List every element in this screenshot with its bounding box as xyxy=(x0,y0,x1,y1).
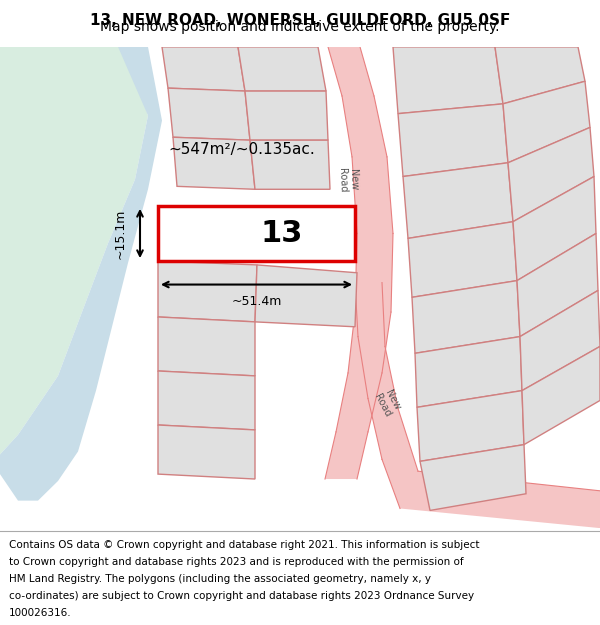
Polygon shape xyxy=(158,317,255,376)
Polygon shape xyxy=(158,206,355,261)
Text: 100026316.: 100026316. xyxy=(9,608,71,618)
Polygon shape xyxy=(255,265,357,327)
Text: ~15.1m: ~15.1m xyxy=(113,208,127,259)
Polygon shape xyxy=(412,281,520,353)
Polygon shape xyxy=(513,176,596,281)
Polygon shape xyxy=(520,291,600,391)
Polygon shape xyxy=(0,47,148,454)
Polygon shape xyxy=(522,346,600,444)
Text: New
Road: New Road xyxy=(337,167,359,192)
Polygon shape xyxy=(238,47,326,91)
Text: ~547m²/~0.135ac.: ~547m²/~0.135ac. xyxy=(168,141,315,156)
Polygon shape xyxy=(245,91,328,140)
Text: HM Land Registry. The polygons (including the associated geometry, namely x, y: HM Land Registry. The polygons (includin… xyxy=(9,574,431,584)
Text: 13, NEW ROAD, WONERSH, GUILDFORD, GU5 0SF: 13, NEW ROAD, WONERSH, GUILDFORD, GU5 0S… xyxy=(90,13,510,28)
Polygon shape xyxy=(393,47,503,114)
Text: to Crown copyright and database rights 2023 and is reproduced with the permissio: to Crown copyright and database rights 2… xyxy=(9,557,464,567)
Polygon shape xyxy=(0,47,162,501)
Polygon shape xyxy=(162,47,245,91)
Polygon shape xyxy=(158,371,255,430)
Polygon shape xyxy=(408,222,517,298)
Polygon shape xyxy=(420,444,526,511)
Polygon shape xyxy=(403,162,513,238)
Polygon shape xyxy=(503,81,590,162)
Polygon shape xyxy=(415,337,522,408)
Text: Contains OS data © Crown copyright and database right 2021. This information is : Contains OS data © Crown copyright and d… xyxy=(9,540,479,550)
Polygon shape xyxy=(398,104,508,176)
Polygon shape xyxy=(168,88,250,140)
Polygon shape xyxy=(158,261,257,322)
Polygon shape xyxy=(508,127,594,222)
Polygon shape xyxy=(325,47,393,479)
Polygon shape xyxy=(355,282,600,528)
Polygon shape xyxy=(495,47,585,104)
Text: co-ordinates) are subject to Crown copyright and database rights 2023 Ordnance S: co-ordinates) are subject to Crown copyr… xyxy=(9,591,474,601)
Polygon shape xyxy=(158,425,255,479)
Polygon shape xyxy=(173,138,255,189)
Text: New
Road: New Road xyxy=(373,386,403,418)
Text: Map shows position and indicative extent of the property.: Map shows position and indicative extent… xyxy=(100,20,500,34)
Polygon shape xyxy=(250,140,330,189)
Text: 13: 13 xyxy=(260,219,302,248)
Polygon shape xyxy=(417,391,524,461)
Polygon shape xyxy=(517,234,598,337)
Text: ~51.4m: ~51.4m xyxy=(232,295,281,308)
